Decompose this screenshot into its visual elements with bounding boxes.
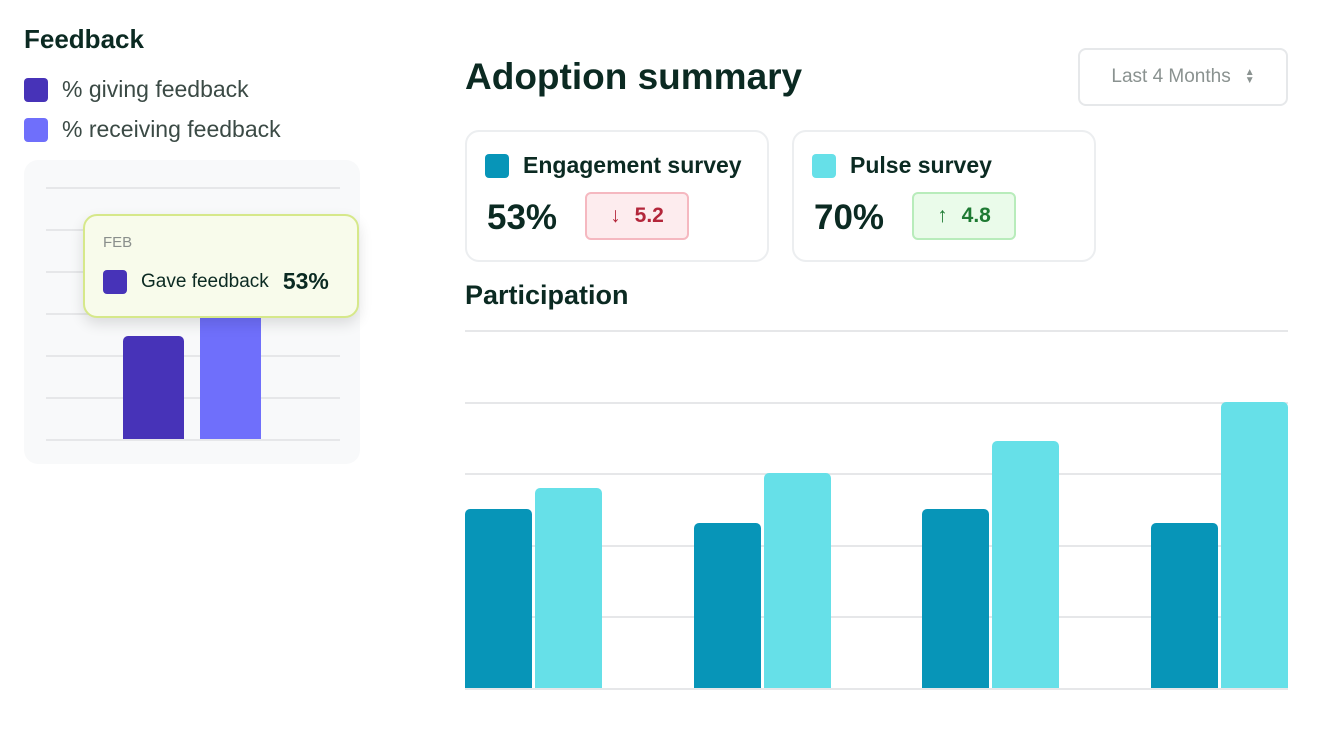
gridline bbox=[46, 397, 340, 399]
bar-pulse bbox=[992, 440, 1060, 688]
gridline bbox=[46, 355, 340, 357]
bar-engagement bbox=[1151, 523, 1219, 688]
bar-giving bbox=[123, 336, 184, 439]
gridline bbox=[465, 616, 1288, 619]
change-value: 4.8 bbox=[961, 204, 991, 227]
tooltip-swatch bbox=[103, 269, 127, 294]
feedback-title: Feedback bbox=[24, 24, 144, 54]
gridline bbox=[465, 688, 1288, 690]
arrow-down-icon: ↓ bbox=[610, 204, 621, 227]
legend-giving: % giving feedback bbox=[24, 76, 249, 103]
gridline bbox=[465, 330, 1288, 332]
card-value: 53% bbox=[487, 198, 558, 237]
card-label: Pulse survey bbox=[850, 152, 992, 178]
legend-swatch bbox=[24, 77, 48, 102]
gridline bbox=[46, 187, 340, 189]
tooltip-value: 53% bbox=[282, 268, 329, 294]
engagement-swatch bbox=[485, 153, 509, 178]
date-range-select[interactable]: Last 4 Months ▲ ▼ bbox=[1078, 48, 1288, 106]
gridline bbox=[465, 544, 1288, 547]
bar-engagement bbox=[922, 509, 990, 688]
legend-label: % receiving feedback bbox=[62, 116, 281, 142]
pulse-swatch bbox=[812, 153, 836, 178]
bar-receiving bbox=[200, 313, 261, 439]
change-badge: ↓ 5.2 bbox=[585, 192, 689, 240]
bar-pulse bbox=[1221, 401, 1289, 688]
arrow-up-icon: ↑ bbox=[937, 204, 948, 227]
participation-title: Participation bbox=[465, 280, 629, 310]
legend-label: % giving feedback bbox=[62, 76, 249, 102]
sort-arrows-icon: ▲ ▼ bbox=[1244, 67, 1255, 86]
page-title: Adoption summary bbox=[465, 56, 803, 97]
pulse-card: Pulse survey 70% ↑ 4.8 bbox=[792, 130, 1096, 262]
tooltip-label: Gave feedback bbox=[141, 270, 269, 292]
bar-pulse bbox=[535, 487, 602, 688]
chart-tooltip: FEB Gave feedback 53% bbox=[83, 214, 359, 318]
gridline bbox=[465, 401, 1288, 404]
change-value: 5.2 bbox=[634, 204, 664, 227]
date-range-value: Last 4 Months bbox=[1111, 66, 1231, 87]
engagement-card: Engagement survey 53% ↓ 5.2 bbox=[465, 130, 769, 262]
card-value: 70% bbox=[814, 198, 885, 237]
legend-swatch bbox=[24, 117, 48, 142]
gridline bbox=[465, 473, 1288, 476]
bar-engagement bbox=[693, 523, 761, 688]
tooltip-month: FEB bbox=[103, 234, 133, 251]
bar-pulse bbox=[763, 473, 831, 688]
legend-receiving: % receiving feedback bbox=[24, 116, 281, 143]
bar-engagement bbox=[465, 509, 532, 688]
gridline bbox=[46, 439, 340, 441]
card-label: Engagement survey bbox=[523, 152, 742, 178]
change-badge: ↑ 4.8 bbox=[912, 192, 1016, 240]
